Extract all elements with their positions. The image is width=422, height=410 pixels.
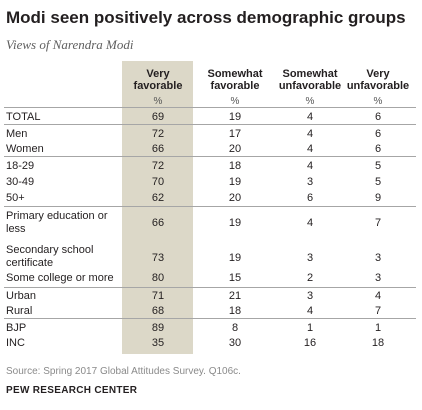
table-row: BJP 89 8 1 1 — [0, 322, 422, 337]
cell-value: 1 — [374, 322, 382, 334]
row-divider — [4, 206, 416, 207]
cell-value: 17 — [228, 128, 242, 140]
table-row: Women 66 20 4 6 — [0, 143, 422, 158]
column-header-0: Very favorable — [133, 68, 183, 92]
cell-value: 62 — [151, 192, 165, 204]
column-header-3: Very unfavorable — [346, 68, 410, 92]
cell-value: 71 — [151, 290, 165, 302]
row-label: INC — [6, 337, 25, 349]
row-label: Some college or more — [6, 272, 114, 284]
table-row: Rural 68 18 4 7 — [0, 305, 422, 320]
cell-value: 66 — [151, 217, 165, 229]
column-header-2: Somewhat unfavorable — [278, 68, 342, 92]
cell-value: 19 — [228, 176, 242, 188]
row-divider — [4, 287, 416, 288]
column-unit-3: % — [373, 96, 383, 107]
cell-value: 18 — [228, 160, 242, 172]
cell-value: 66 — [151, 143, 165, 155]
row-label: 18-29 — [6, 160, 35, 172]
cell-value: 72 — [151, 160, 165, 172]
cell-value: 8 — [231, 322, 239, 334]
cell-value: 6 — [374, 143, 382, 155]
row-label: 30-49 — [6, 176, 35, 188]
cell-value: 20 — [228, 143, 242, 155]
cell-value: 6 — [374, 128, 382, 140]
column-header-1: Somewhat favorable — [207, 68, 263, 92]
cell-value: 19 — [228, 111, 242, 123]
cell-value: 3 — [306, 252, 314, 264]
table-row: Secondary school certificate 73 19 3 3 — [0, 244, 422, 272]
cell-value: 72 — [151, 128, 165, 140]
table-row: TOTAL 69 19 4 6 — [0, 111, 422, 126]
row-label: Women — [6, 143, 44, 155]
chart-subtitle: Views of Narendra Modi — [6, 37, 134, 52]
cell-value: 5 — [374, 160, 382, 172]
row-label: TOTAL — [6, 111, 41, 123]
table-row: INC 35 30 16 18 — [0, 337, 422, 352]
row-label: Secondary school certificate — [6, 244, 94, 269]
cell-value: 70 — [151, 176, 165, 188]
cell-value: 4 — [306, 128, 314, 140]
cell-value: 3 — [374, 252, 382, 264]
cell-value: 69 — [151, 111, 165, 123]
cell-value: 4 — [306, 305, 314, 317]
cell-value: 6 — [374, 111, 382, 123]
cell-value: 19 — [228, 217, 242, 229]
cell-value: 80 — [151, 272, 165, 284]
row-label: Rural — [6, 305, 33, 317]
organization-credit: PEW RESEARCH CENTER — [6, 385, 138, 396]
cell-value: 15 — [228, 272, 242, 284]
source-note: Source: Spring 2017 Global Attitudes Sur… — [6, 366, 241, 377]
row-label: Men — [6, 128, 28, 140]
cell-value: 4 — [306, 111, 314, 123]
cell-value: 16 — [303, 337, 317, 349]
cell-value: 35 — [151, 337, 165, 349]
chart-title: Modi seen positively across demographic … — [6, 8, 406, 27]
table-row: 30-49 70 19 3 5 — [0, 176, 422, 191]
row-divider — [4, 124, 416, 125]
cell-value: 2 — [306, 272, 314, 284]
row-label: 50+ — [6, 192, 25, 204]
column-unit-0: % — [153, 96, 163, 107]
cell-value: 7 — [374, 305, 382, 317]
table-row: Primary education or less 66 19 4 7 — [0, 210, 422, 238]
cell-value: 89 — [151, 322, 165, 334]
table-row: 50+ 62 20 6 9 — [0, 192, 422, 207]
cell-value: 4 — [306, 160, 314, 172]
cell-value: 20 — [228, 192, 242, 204]
table-row: Men 72 17 4 6 — [0, 128, 422, 143]
cell-value: 9 — [374, 192, 382, 204]
cell-value: 18 — [228, 305, 242, 317]
very-favorable-column-highlight — [122, 61, 193, 354]
cell-value: 5 — [374, 176, 382, 188]
cell-value: 3 — [306, 290, 314, 302]
cell-value: 30 — [228, 337, 242, 349]
cell-value: 3 — [374, 272, 382, 284]
cell-value: 18 — [371, 337, 385, 349]
cell-value: 4 — [306, 143, 314, 155]
cell-value: 4 — [306, 217, 314, 229]
cell-value: 19 — [228, 252, 242, 264]
table-row: Some college or more 80 15 2 3 — [0, 272, 422, 287]
row-divider — [4, 156, 416, 157]
row-divider — [4, 107, 416, 108]
cell-value: 1 — [306, 322, 314, 334]
column-unit-2: % — [305, 96, 315, 107]
cell-value: 4 — [374, 290, 382, 302]
cell-value: 21 — [228, 290, 242, 302]
cell-value: 3 — [306, 176, 314, 188]
table-row: Urban 71 21 3 4 — [0, 290, 422, 305]
row-label: Primary education or less — [6, 210, 108, 235]
row-label: BJP — [6, 322, 27, 334]
cell-value: 68 — [151, 305, 165, 317]
cell-value: 73 — [151, 252, 165, 264]
table-row: 18-29 72 18 4 5 — [0, 160, 422, 175]
row-label: Urban — [6, 290, 36, 302]
row-divider — [4, 318, 416, 319]
cell-value: 7 — [374, 217, 382, 229]
cell-value: 6 — [306, 192, 314, 204]
column-unit-1: % — [230, 96, 240, 107]
